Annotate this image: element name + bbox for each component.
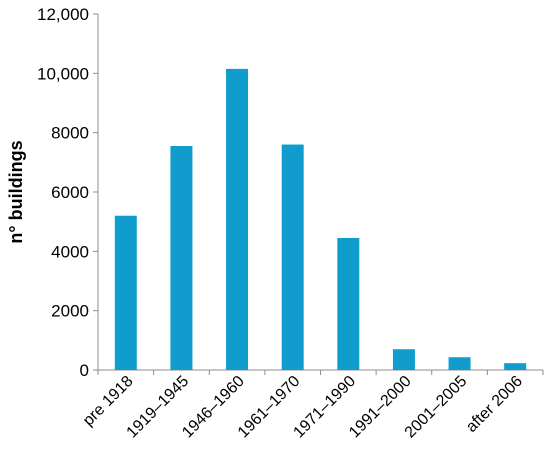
- y-axis-title: n° buildings: [6, 140, 26, 243]
- bar: [392, 349, 415, 370]
- bar: [448, 357, 471, 370]
- y-axis: 0 2000 4000 6000 8000 10,000 12,000: [37, 5, 99, 380]
- y-tick-label: 6000: [51, 183, 89, 202]
- bars: [114, 68, 527, 370]
- y-tick-label: 4000: [51, 242, 89, 261]
- x-tick-label: pre 1918: [80, 373, 137, 430]
- x-tick-label: after 2006: [463, 373, 526, 436]
- y-tick-label: 0: [80, 361, 89, 380]
- y-tick-label: 12,000: [37, 5, 89, 24]
- bar: [114, 215, 137, 370]
- bar: [337, 237, 360, 370]
- bar: [226, 68, 249, 370]
- x-axis: pre 19181919–19451946–19601961–19701971–…: [80, 369, 544, 441]
- bar: [170, 146, 193, 370]
- y-tick-label: 8000: [51, 124, 89, 143]
- bar: [504, 363, 527, 370]
- y-tick-label: 10,000: [37, 64, 89, 83]
- y-tick-label: 2000: [51, 302, 89, 321]
- bar: [281, 144, 304, 370]
